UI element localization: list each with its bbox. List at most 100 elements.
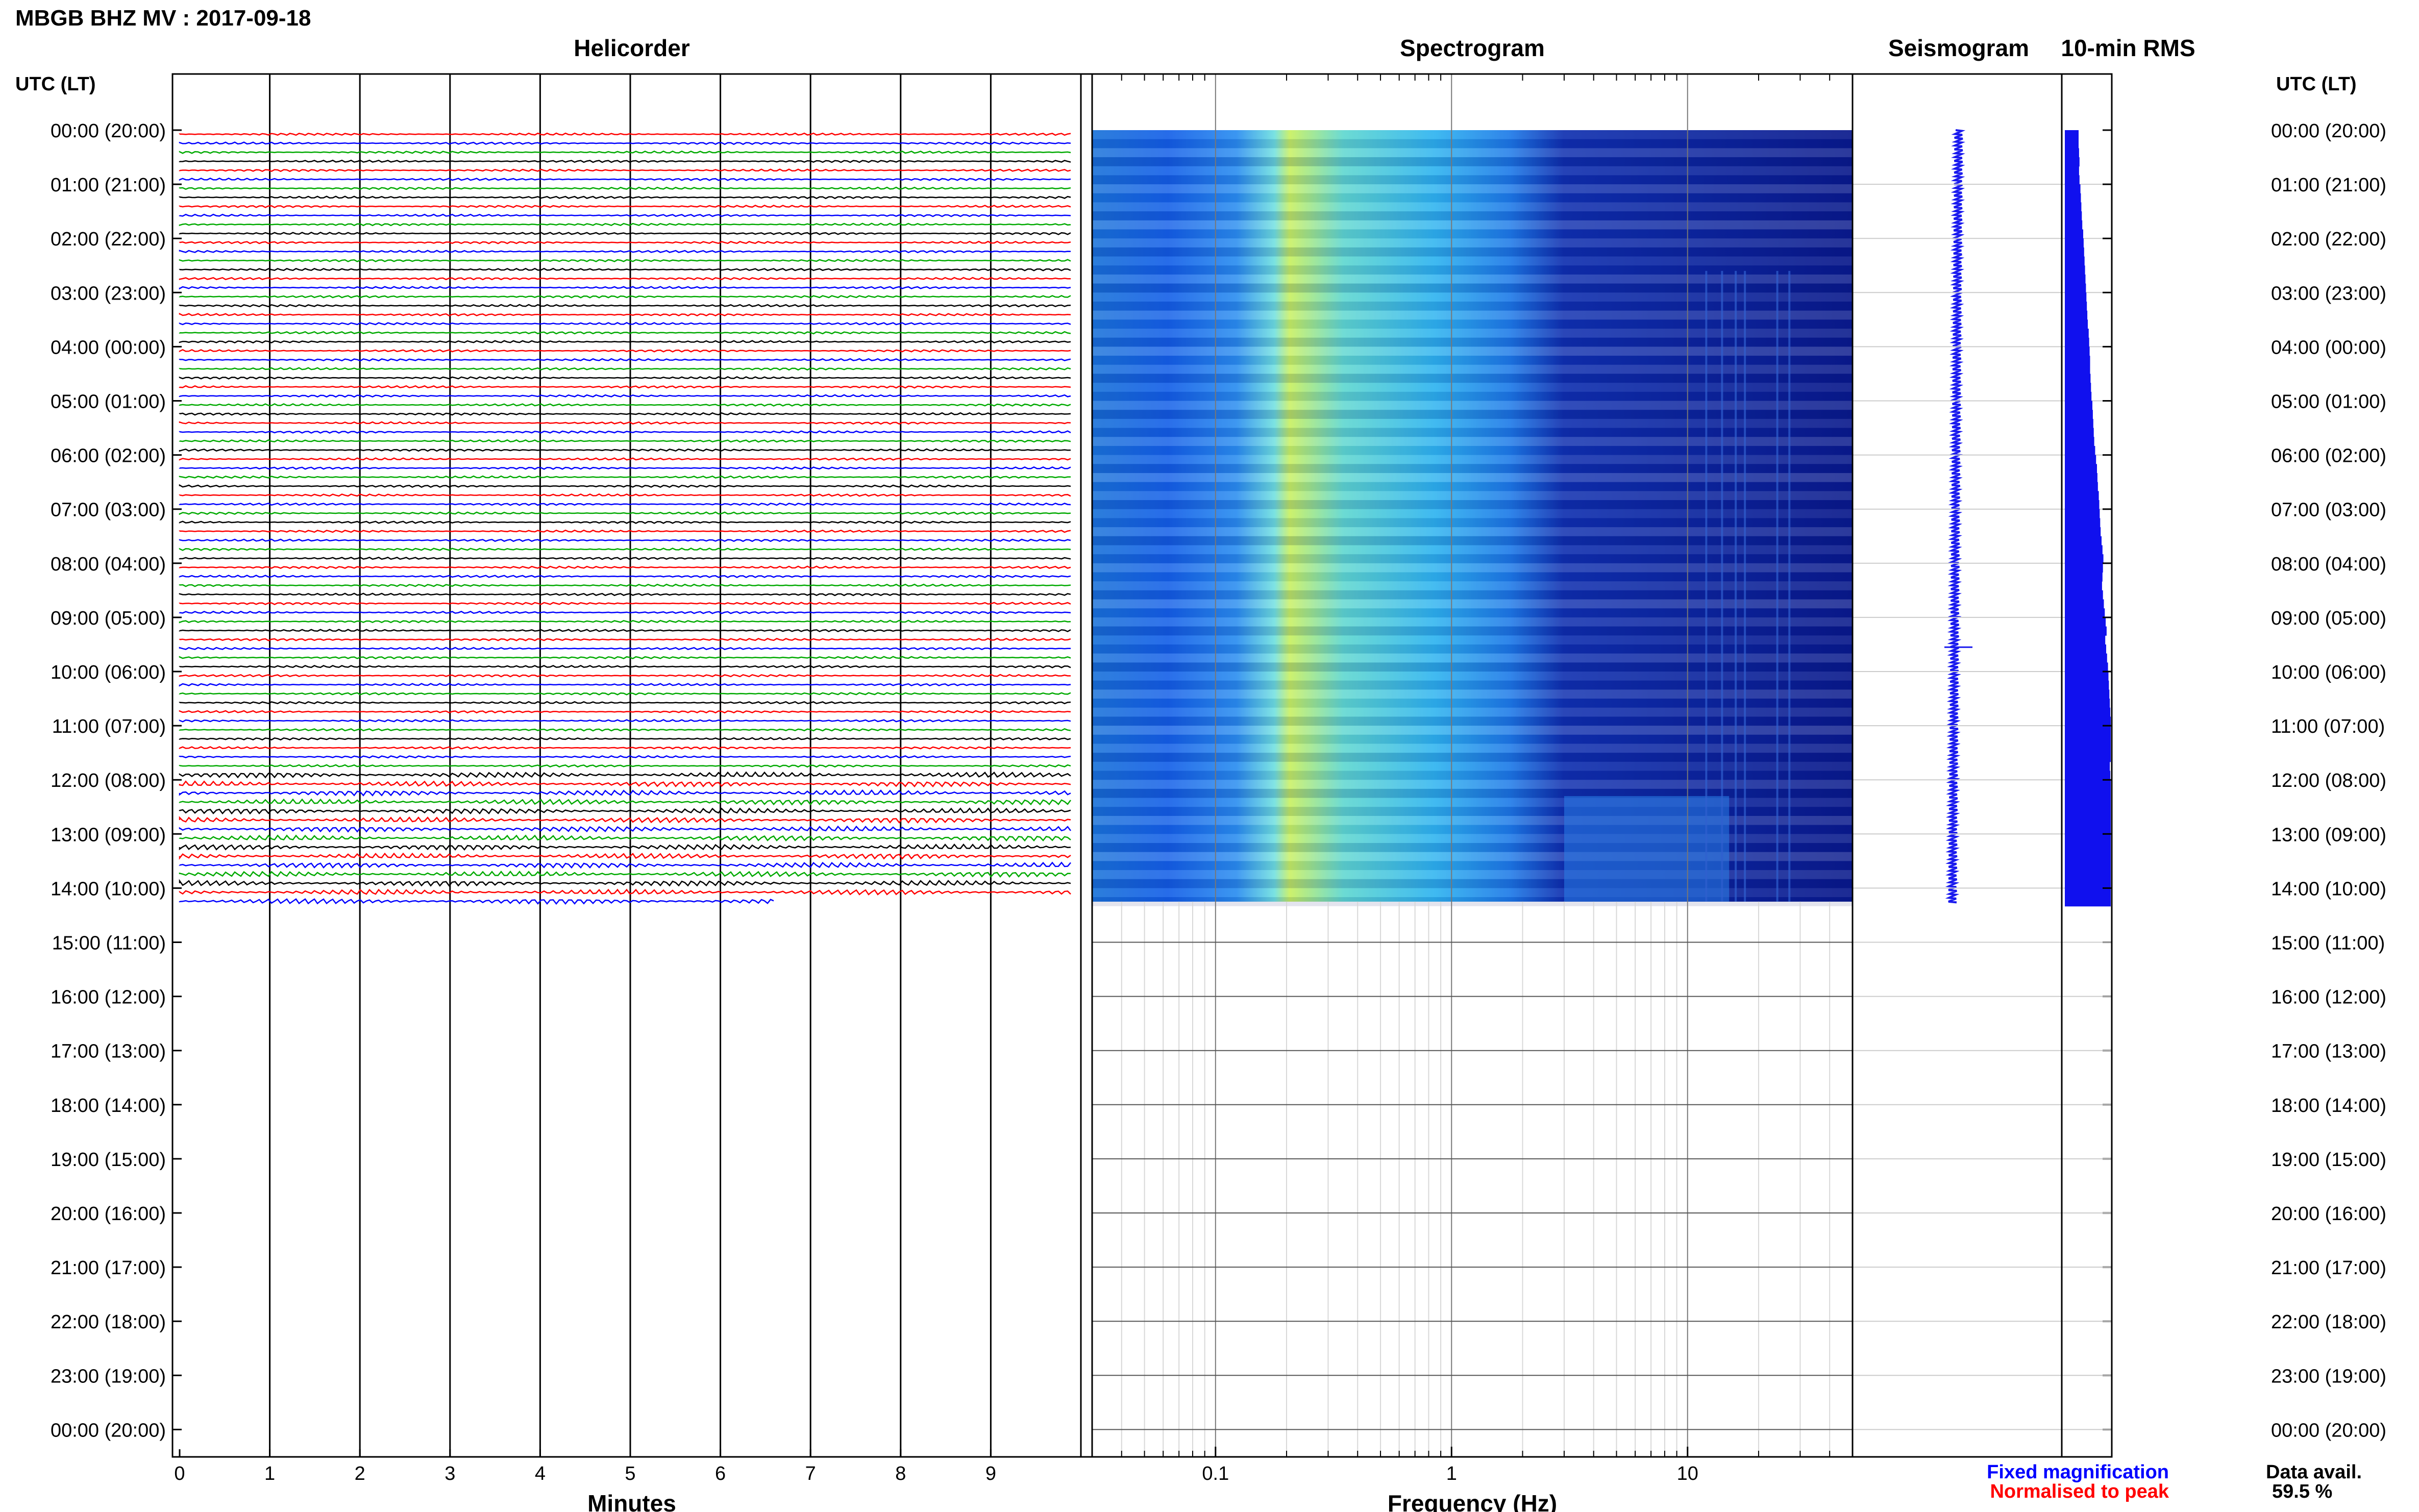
rms-bar bbox=[2065, 870, 2111, 880]
rms-bar bbox=[2065, 807, 2111, 816]
rms-bar bbox=[2065, 617, 2106, 627]
time-label-right: 16:00 (12:00) bbox=[2271, 987, 2386, 1008]
rms-bar bbox=[2065, 374, 2091, 383]
right-time-header: UTC (LT) bbox=[2276, 73, 2357, 95]
helicorder-trace bbox=[179, 312, 1071, 316]
helicorder-trace bbox=[179, 322, 1071, 326]
plot-frame bbox=[171, 73, 2113, 1458]
spectrogram-band bbox=[1092, 364, 1853, 374]
rms-bar bbox=[2065, 834, 2111, 844]
helicorder-trace bbox=[179, 466, 1071, 470]
helicorder-trace bbox=[179, 728, 1071, 732]
spectrogram-band bbox=[1092, 418, 1853, 428]
rms-bar bbox=[2065, 337, 2089, 347]
time-label-right: 05:00 (01:00) bbox=[2271, 391, 2386, 413]
rms-bar bbox=[2065, 211, 2082, 221]
helicorder-trace bbox=[179, 250, 1071, 254]
spectrogram-band bbox=[1092, 391, 1853, 401]
time-label-right: 01:00 (21:00) bbox=[2271, 175, 2386, 196]
seismogram-trace bbox=[1945, 129, 1966, 904]
time-label-right: 10:00 (06:00) bbox=[2271, 662, 2386, 683]
spectrogram-band bbox=[1092, 157, 1853, 166]
rms-panel bbox=[2065, 130, 2111, 907]
helicorder-trace bbox=[179, 457, 1071, 461]
rms-bar bbox=[2065, 798, 2111, 807]
time-axis: 00:00 (20:00) 00:00 (20:00) 01:00 (21:00) 0… bbox=[51, 120, 2386, 1441]
time-label-right: 04:00 (00:00) bbox=[2271, 337, 2386, 358]
helicorder-trace bbox=[179, 834, 1071, 842]
spectrogram-band bbox=[1092, 166, 1853, 176]
helicorder-trace bbox=[179, 529, 1071, 533]
rms-bar bbox=[2065, 491, 2099, 501]
spectrogram-band bbox=[1092, 491, 1853, 501]
helicorder-panel: 0 1 2 3 4 5 6 7 8 9 bbox=[174, 74, 1082, 1484]
rms-bar bbox=[2065, 608, 2105, 618]
time-label-left: 20:00 (16:00) bbox=[51, 1203, 166, 1225]
rms-bar bbox=[2065, 175, 2080, 185]
minute-tick-label: 4 bbox=[535, 1463, 546, 1484]
helicorder-trace bbox=[179, 789, 1071, 797]
spectrogram-band bbox=[1092, 319, 1853, 329]
helicorder-trace bbox=[179, 168, 1071, 172]
rms-bar bbox=[2065, 581, 2102, 591]
spectrogram-band bbox=[1092, 689, 1853, 699]
spectrogram-band bbox=[1092, 780, 1853, 789]
time-label-right: 03:00 (23:00) bbox=[2271, 283, 2386, 304]
rms-bar bbox=[2065, 852, 2111, 861]
minute-tick-label: 5 bbox=[625, 1463, 635, 1484]
minute-tick-label: 3 bbox=[445, 1463, 455, 1484]
time-label-left: 02:00 (22:00) bbox=[51, 229, 166, 250]
time-label-right: 20:00 (16:00) bbox=[2271, 1203, 2386, 1225]
rms-bar bbox=[2065, 166, 2079, 176]
helicorder-trace bbox=[179, 816, 1071, 824]
rms-bar bbox=[2065, 680, 2109, 690]
rms-bar bbox=[2065, 771, 2111, 780]
spectrogram-title: Spectrogram bbox=[1400, 35, 1545, 61]
helicorder-trace bbox=[179, 484, 1071, 488]
spectrogram-band bbox=[1092, 211, 1853, 220]
rms-bar bbox=[2065, 707, 2111, 717]
helicorder-trace bbox=[179, 430, 1071, 434]
frequency-axis-label: Frequency (Hz) bbox=[1388, 1490, 1557, 1512]
helicorder-trace bbox=[179, 403, 1071, 407]
spectrogram-band bbox=[1092, 220, 1853, 230]
rms-bar bbox=[2065, 518, 2101, 528]
spectrogram-band bbox=[1092, 283, 1853, 293]
helicorder-trace bbox=[179, 629, 1071, 632]
spectrogram-image bbox=[1092, 130, 1853, 902]
helicorder-trace bbox=[179, 879, 1071, 887]
helicorder-trace bbox=[179, 692, 1071, 696]
time-label-right: 13:00 (09:00) bbox=[2271, 824, 2386, 846]
helicorder-trace bbox=[179, 583, 1071, 587]
spectrogram-band bbox=[1092, 734, 1853, 744]
time-label-right: 19:00 (15:00) bbox=[2271, 1149, 2386, 1171]
spectrogram-band bbox=[1092, 509, 1853, 518]
spectrogram-band bbox=[1092, 410, 1853, 419]
spectrogram-band bbox=[1092, 608, 1853, 617]
spectrogram-band bbox=[1092, 699, 1853, 708]
rms-bar bbox=[2065, 825, 2111, 834]
helicorder-trace bbox=[179, 259, 1071, 262]
helicorder-trace bbox=[179, 376, 1071, 380]
rms-bar bbox=[2065, 274, 2086, 284]
spectrogram-band bbox=[1092, 428, 1853, 437]
rms-bar bbox=[2065, 184, 2081, 194]
minute-tick-label: 8 bbox=[895, 1463, 906, 1484]
time-label-left: 00:00 (20:00) bbox=[51, 120, 166, 142]
rms-bar bbox=[2065, 302, 2087, 311]
spectrogram-band bbox=[1092, 374, 1853, 383]
helicorder-title: Helicorder bbox=[574, 35, 690, 61]
rms-bar bbox=[2065, 157, 2080, 167]
minute-tick-label: 7 bbox=[805, 1463, 816, 1484]
helicorder-trace bbox=[179, 656, 1071, 659]
spectrogram-band bbox=[1092, 753, 1853, 762]
spectrogram-band bbox=[1092, 437, 1853, 446]
rms-bar bbox=[2065, 572, 2103, 582]
spectrogram-band bbox=[1092, 247, 1853, 257]
rms-bar bbox=[2065, 329, 2089, 338]
helicorder-trace bbox=[179, 295, 1071, 299]
time-label-left: 14:00 (10:00) bbox=[51, 878, 166, 900]
rms-bar bbox=[2065, 356, 2090, 365]
time-label-left: 05:00 (01:00) bbox=[51, 391, 166, 413]
rms-bar bbox=[2065, 229, 2083, 239]
